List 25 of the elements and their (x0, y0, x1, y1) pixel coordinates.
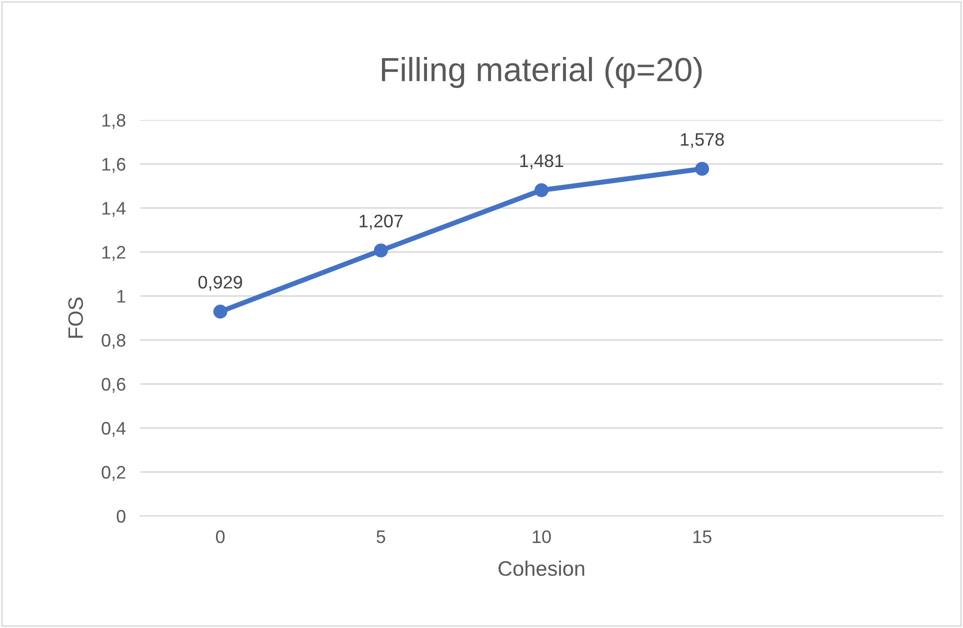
data-label: 1,481 (520, 154, 564, 170)
point (374, 244, 388, 258)
y-tick-label: 0,6 (102, 378, 126, 393)
x-tick-label: 0 (216, 530, 225, 544)
y-tick-label: 1,6 (102, 158, 126, 173)
point (213, 304, 228, 319)
chart-title: Filling material (φ=20) (382, 56, 702, 88)
y-tick-label: 0,2 (102, 466, 126, 481)
point (695, 162, 710, 176)
point (534, 183, 548, 198)
data-label: 1,207 (360, 214, 403, 230)
y-tick-label: 0 (116, 510, 126, 523)
y-tick-label: 0,8 (102, 334, 126, 349)
y-tick-label: 1,2 (102, 246, 126, 261)
x-axis-title: Cohesion (498, 560, 584, 576)
y-axis-title: FOS (68, 298, 84, 338)
y-tick-label: 0,4 (102, 422, 126, 437)
y-tick-label: 1 (117, 290, 126, 303)
data-label: 1,578 (680, 133, 724, 148)
y-tick-label: 1,4 (102, 202, 126, 217)
x-tick-label: 15 (693, 530, 712, 544)
x-tick-label: 5 (376, 530, 386, 544)
data-label: 0,929 (198, 276, 242, 291)
x-tick-label: 10 (532, 530, 551, 544)
y-tick-label: 1,8 (102, 114, 126, 129)
